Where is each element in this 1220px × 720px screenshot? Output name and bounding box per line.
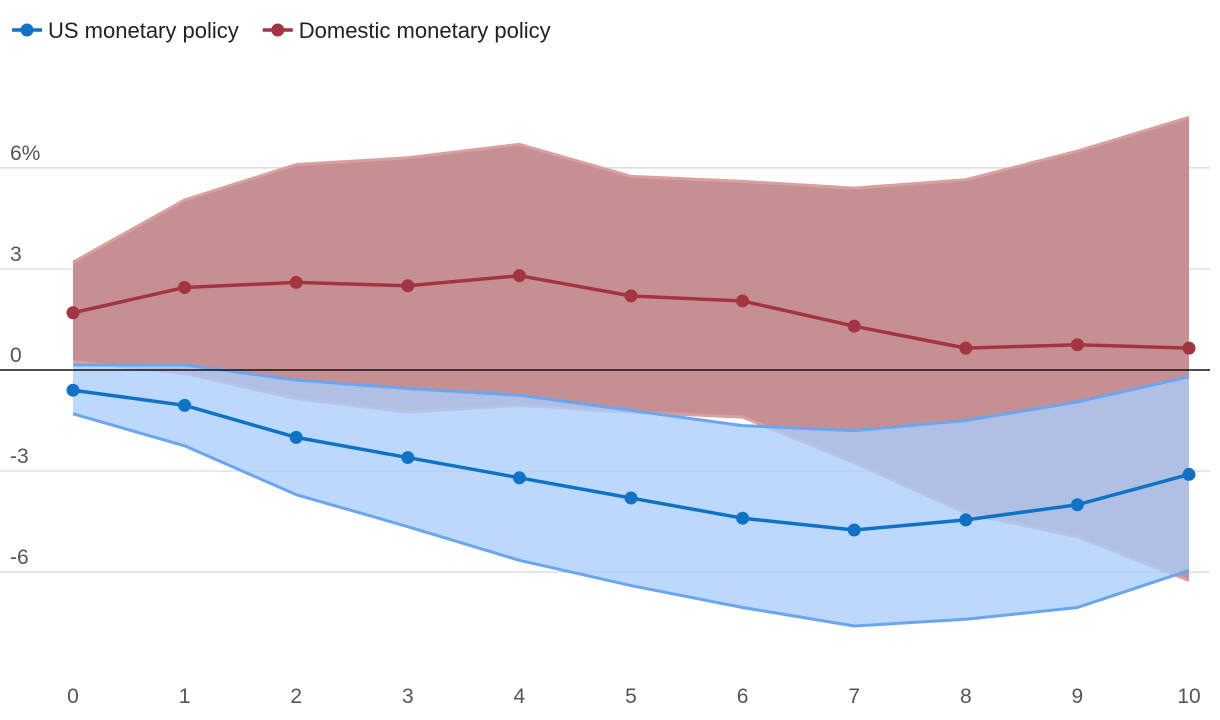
us-series-point — [959, 513, 973, 527]
domestic-series-point — [1182, 341, 1196, 355]
x-tick-label: 6 — [737, 685, 749, 708]
legend-swatch-marker — [20, 23, 34, 37]
legend-swatch-marker — [271, 23, 285, 37]
y-tick-label: 6% — [10, 142, 40, 165]
legend-label: Domestic monetary policy — [299, 18, 551, 43]
domestic-series-point — [624, 289, 638, 303]
us-series-point — [401, 451, 415, 465]
legend-label: US monetary policy — [48, 18, 239, 43]
us-series-point — [624, 491, 638, 505]
x-tick-label: 4 — [514, 685, 526, 708]
x-tick-label: 7 — [848, 685, 860, 708]
y-tick-label: -3 — [10, 445, 29, 468]
x-tick-label: 0 — [67, 685, 79, 708]
confidence-bands — [72, 115, 1190, 628]
series-points — [66, 269, 1196, 537]
domestic-series-point — [736, 294, 750, 308]
x-tick-label: 2 — [290, 685, 302, 708]
legend-item-us: US monetary policy — [12, 18, 239, 43]
domestic-series-point — [1070, 338, 1084, 352]
domestic-band-upper-edge — [72, 115, 1190, 264]
y-tick-label: -6 — [10, 546, 29, 569]
us-band-upper-edge — [73, 363, 1190, 433]
domestic-series-point — [178, 280, 192, 294]
us-series-point — [178, 398, 192, 412]
x-axis-tick-labels: 0 1 2 3 4 5 6 7 8 9 10 — [67, 685, 1201, 708]
us-series-point — [512, 471, 526, 485]
domestic-series-point — [847, 319, 861, 333]
us-series-point — [847, 523, 861, 537]
x-tick-label: 5 — [625, 685, 637, 708]
domestic-series-point — [959, 341, 973, 355]
x-tick-label: 8 — [960, 685, 972, 708]
x-tick-label: 10 — [1177, 685, 1200, 708]
legend: US monetary policy Domestic monetary poli… — [12, 18, 551, 43]
legend-item-domestic: Domestic monetary policy — [262, 18, 551, 43]
x-tick-label: 9 — [1072, 685, 1084, 708]
y-tick-label: 3 — [10, 243, 22, 266]
y-tick-label: 0 — [10, 344, 22, 367]
domestic-series-point — [289, 275, 303, 289]
us-series-point — [289, 430, 303, 444]
x-tick-label: 1 — [179, 685, 191, 708]
domestic-series-point — [512, 269, 526, 283]
y-axis-tick-labels: 6% 3 0 -3 -6 — [10, 142, 40, 569]
us-series-point — [1182, 467, 1196, 481]
domestic-series-point — [66, 306, 80, 320]
domestic-series-point — [401, 279, 415, 293]
us-band-lower-edge — [72, 412, 1190, 628]
us-series-point — [66, 383, 80, 397]
us-series-point — [1070, 498, 1084, 512]
us-series-point — [736, 511, 750, 525]
x-tick-label: 3 — [402, 685, 414, 708]
